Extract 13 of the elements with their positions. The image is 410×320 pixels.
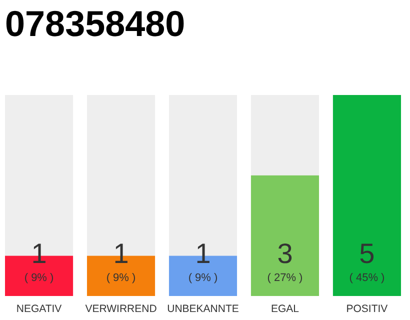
x-tick-label: POSITIV [346,303,388,315]
annotation: ( 27% ) [267,272,303,284]
data-label: 5 [359,238,375,269]
x-tick-label: EGAL [270,303,300,315]
chart-title: 078358480 [5,3,186,44]
annotation: ( 9% ) [24,272,54,284]
annotation: ( 45% ) [349,272,385,284]
x-tick-label: UNBEKANNTE [167,303,239,315]
annotation: ( 9% ) [106,272,136,284]
x-tick-label: VERWIRREND [85,303,158,315]
x-tick-label: NEGATIV [16,303,62,315]
data-label: 3 [277,238,293,269]
annotation: ( 9% ) [188,272,218,284]
